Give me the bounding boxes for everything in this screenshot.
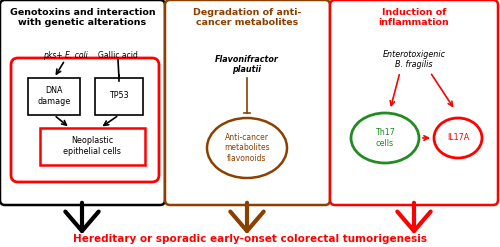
Text: Enterotoxigenic
B. fragilis: Enterotoxigenic B. fragilis bbox=[382, 50, 446, 69]
FancyBboxPatch shape bbox=[11, 58, 159, 182]
Ellipse shape bbox=[434, 118, 482, 158]
FancyBboxPatch shape bbox=[0, 0, 165, 205]
Text: Hereditary or sporadic early-onset colorectal tumorigenesis: Hereditary or sporadic early-onset color… bbox=[73, 234, 427, 244]
Text: Degradation of anti-
cancer metabolites: Degradation of anti- cancer metabolites bbox=[194, 8, 302, 27]
Text: Neoplastic
epithelial cells: Neoplastic epithelial cells bbox=[63, 136, 121, 156]
FancyBboxPatch shape bbox=[95, 78, 143, 115]
Text: Th17
cells: Th17 cells bbox=[375, 128, 395, 148]
Ellipse shape bbox=[207, 118, 287, 178]
Ellipse shape bbox=[351, 113, 419, 163]
FancyBboxPatch shape bbox=[40, 128, 145, 165]
Text: IL17A: IL17A bbox=[447, 133, 469, 143]
Text: Induction of
inflammation: Induction of inflammation bbox=[378, 8, 450, 27]
Text: TP53: TP53 bbox=[109, 91, 129, 101]
FancyBboxPatch shape bbox=[28, 78, 80, 115]
Text: Anti-cancer
metabolites
flavonoids: Anti-cancer metabolites flavonoids bbox=[224, 133, 270, 163]
FancyBboxPatch shape bbox=[165, 0, 330, 205]
Text: DNA
damage: DNA damage bbox=[38, 86, 70, 106]
Text: Genotoxins and interaction
with genetic alterations: Genotoxins and interaction with genetic … bbox=[10, 8, 156, 27]
FancyBboxPatch shape bbox=[330, 0, 498, 205]
Text: Gallic acid: Gallic acid bbox=[98, 51, 138, 60]
Text: pks+ E. coli: pks+ E. coli bbox=[42, 51, 88, 60]
Text: Flavonifractor
plautii: Flavonifractor plautii bbox=[215, 55, 279, 74]
